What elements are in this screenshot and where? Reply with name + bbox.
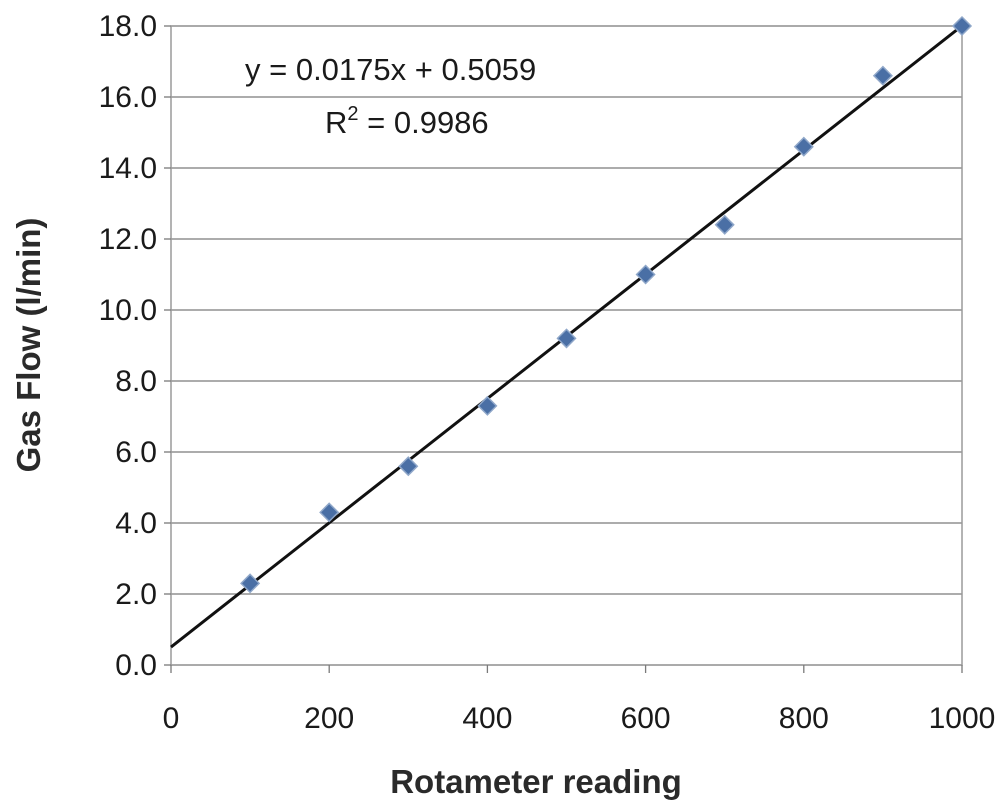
data-point — [477, 395, 498, 416]
data-point — [714, 214, 735, 235]
data-point — [635, 264, 656, 285]
data-point — [951, 15, 973, 37]
y-tick-label: 10.0 — [99, 294, 157, 327]
x-tick-label: 600 — [621, 702, 671, 735]
y-axis-title: Gas Flow (l/min) — [10, 218, 47, 473]
y-tick-label: 4.0 — [115, 507, 157, 540]
x-tick-label: 200 — [304, 702, 354, 735]
r-squared-superscript: 2 — [347, 103, 358, 125]
y-tick-label: 0.0 — [115, 649, 157, 682]
x-tick-label: 400 — [462, 702, 512, 735]
trendline-equation: y = 0.0175x + 0.5059 — [245, 52, 536, 87]
x-axis-ticks: 0 200 400 600 800 1000 — [163, 665, 996, 735]
r-squared-label: R2 = 0.9986 — [325, 103, 489, 140]
r-squared-prefix: R — [325, 105, 347, 140]
y-tick-label: 14.0 — [99, 152, 157, 185]
data-point — [872, 65, 893, 86]
y-tick-label: 16.0 — [99, 81, 157, 114]
data-point — [793, 136, 814, 157]
x-axis-title: Rotameter reading — [390, 763, 682, 800]
data-markers — [240, 15, 973, 594]
y-axis-ticks: 0.0 2.0 4.0 6.0 8.0 10.0 12.0 14.0 16.0 18.0 — [99, 10, 171, 682]
r-squared-value: = 0.9986 — [359, 105, 489, 140]
x-tick-label: 1000 — [929, 702, 996, 735]
plot-area — [170, 25, 963, 666]
data-point — [556, 328, 577, 349]
data-point — [398, 456, 419, 477]
y-tick-label: 18.0 — [99, 10, 157, 43]
y-tick-label: 2.0 — [115, 578, 157, 611]
y-tick-label: 12.0 — [99, 223, 157, 256]
data-point — [319, 502, 340, 523]
data-point — [240, 573, 261, 594]
x-tick-label: 800 — [779, 702, 829, 735]
y-tick-label: 6.0 — [115, 436, 157, 469]
x-tick-label: 0 — [163, 702, 180, 735]
y-tick-label: 8.0 — [115, 365, 157, 398]
